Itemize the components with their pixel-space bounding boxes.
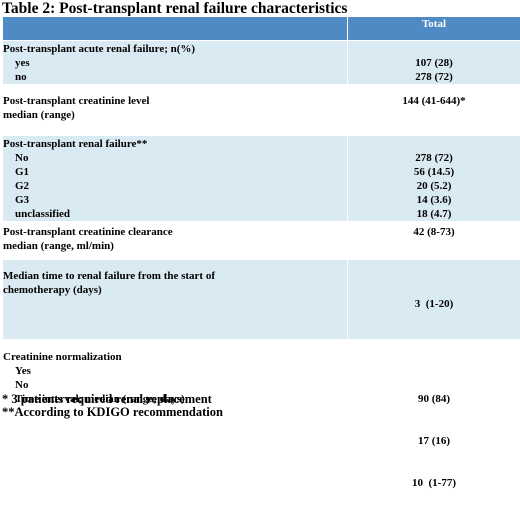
row-values: 42 (8-73) <box>348 222 520 260</box>
sub-label-g3: G3 <box>3 193 347 207</box>
value-clearance: 42 (8-73) <box>348 225 520 239</box>
row-label: Post-transplant acute renal failure; n(%… <box>3 41 348 85</box>
row-values: 144 (41-644)* <box>348 85 520 136</box>
sub-label-yes: Yes <box>3 364 347 378</box>
row-label: Post-transplant renal failure** No G1 G2… <box>3 136 348 222</box>
value-no: 278 (72) <box>348 151 520 165</box>
creatinine-level-label-line2: median (range) <box>3 108 347 122</box>
value-g1: 56 (14.5) <box>348 165 520 179</box>
footnote-kdigo: **According to KDIGO recommendation <box>2 405 223 419</box>
value-yes: 90 (84) <box>348 392 520 406</box>
table-row: Post-transplant acute renal failure; n(%… <box>3 41 520 85</box>
value-yes: 107 (28) <box>348 56 520 70</box>
sub-label-no: No <box>3 151 347 165</box>
sub-label-g1: G1 <box>3 165 347 179</box>
value-creatinine-level: 144 (41-644)* <box>348 94 520 108</box>
sub-label-yes: yes <box>3 56 347 70</box>
median-time-label-line2: chemotherapy (days) <box>3 283 347 297</box>
section-label-renal-failure: Post-transplant renal failure** <box>3 138 147 150</box>
header-total: Total <box>348 17 520 41</box>
creatinine-level-label-line1: Post-transplant creatinine level <box>3 94 347 108</box>
row-label: Post-transplant creatinine clearance med… <box>3 222 348 260</box>
sub-label-no: no <box>3 70 347 84</box>
row-values: 3 (1-20) <box>348 260 520 340</box>
value-no: 278 (72) <box>348 70 520 84</box>
row-values: 107 (28) 278 (72) <box>348 41 520 85</box>
table-row: Post-transplant renal failure** No G1 G2… <box>3 136 520 222</box>
value-no: 17 (16) <box>348 434 520 448</box>
table-row: Post-transplant creatinine clearance med… <box>3 222 520 260</box>
row-label: Creatinine normalization Yes No Time int… <box>3 340 348 519</box>
median-time-label-line1: Median time to renal failure from the st… <box>3 269 347 283</box>
clearance-label-line1: Post-transplant creatinine clearance <box>3 225 347 239</box>
row-values: 278 (72) 56 (14.5) 20 (5.2) 14 (3.6) 18 … <box>348 136 520 222</box>
value-time-interval: 10 (1-77) <box>348 476 520 490</box>
value-unclassified: 18 (4.7) <box>348 207 520 221</box>
sub-label-unclassified: unclassified <box>3 207 347 221</box>
value-median-time: 3 (1-20) <box>348 297 520 311</box>
table-row: Post-transplant creatinine level median … <box>3 85 520 136</box>
table-header-row: Total <box>3 17 520 41</box>
table-row: Median time to renal failure from the st… <box>3 260 520 340</box>
section-label-normalization: Creatinine normalization <box>3 351 122 363</box>
value-g3: 14 (3.6) <box>348 193 520 207</box>
renal-failure-table: Total Post-transplant acute renal failur… <box>2 16 520 519</box>
row-label: Post-transplant creatinine level median … <box>3 85 348 136</box>
row-values: 90 (84) 17 (16) 10 (1-77) <box>348 340 520 519</box>
sub-label-g2: G2 <box>3 179 347 193</box>
clearance-label-line2: median (range, ml/min) <box>3 239 347 253</box>
header-empty-cell <box>3 17 348 41</box>
section-label-acute-renal-failure: Post-transplant acute renal failure; n(%… <box>3 43 195 55</box>
row-label: Median time to renal failure from the st… <box>3 260 348 340</box>
sub-label-no: No <box>3 378 347 392</box>
value-g2: 20 (5.2) <box>348 179 520 193</box>
footnote-renal-replacement: * 3 patients required renal replacement <box>2 392 212 406</box>
table-row: Creatinine normalization Yes No Time int… <box>3 340 520 519</box>
